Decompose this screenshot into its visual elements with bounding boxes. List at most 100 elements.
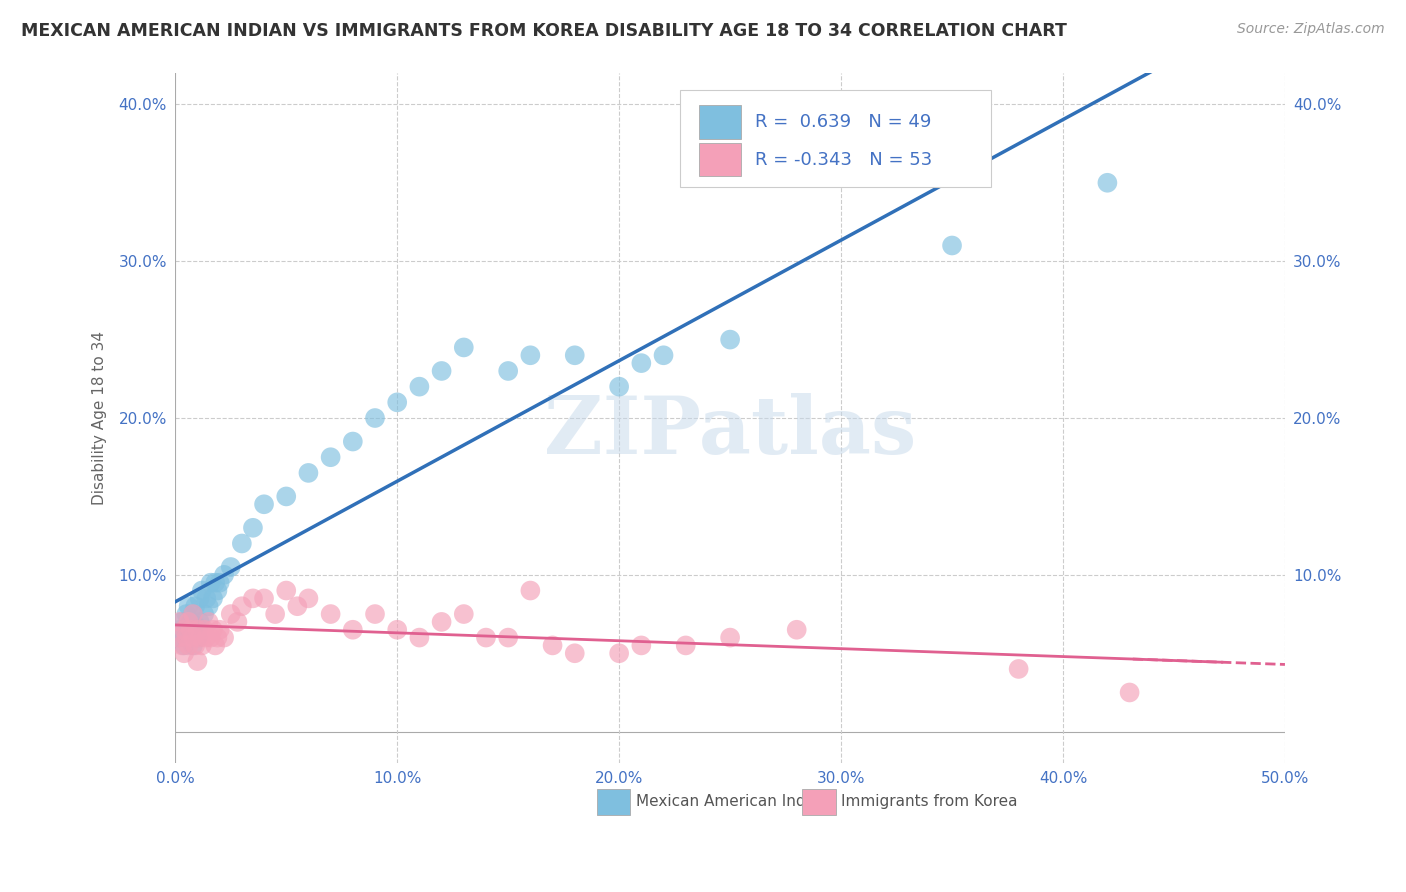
Text: MEXICAN AMERICAN INDIAN VS IMMIGRANTS FROM KOREA DISABILITY AGE 18 TO 34 CORRELA: MEXICAN AMERICAN INDIAN VS IMMIGRANTS FR… [21, 22, 1067, 40]
Point [253, 497, 276, 511]
Point [169, 615, 191, 629]
Point [364, 607, 387, 621]
Point [541, 639, 564, 653]
Point [564, 646, 586, 660]
Point [675, 639, 697, 653]
Point [201, 591, 224, 606]
Point [176, 631, 198, 645]
Point [607, 646, 630, 660]
Point [242, 591, 264, 606]
Text: Source: ZipAtlas.com: Source: ZipAtlas.com [1237, 22, 1385, 37]
Point [188, 631, 211, 645]
Point [186, 654, 208, 668]
Point [173, 646, 195, 660]
Point [201, 623, 224, 637]
Point [181, 631, 204, 645]
Point [177, 639, 200, 653]
Point [208, 623, 231, 637]
Point [564, 348, 586, 362]
Point [387, 623, 409, 637]
Point [188, 615, 211, 629]
FancyBboxPatch shape [681, 90, 991, 186]
Point [207, 583, 229, 598]
Y-axis label: Disability Age 18 to 34: Disability Age 18 to 34 [93, 331, 107, 505]
Point [176, 631, 198, 645]
Point [184, 599, 207, 614]
Point [195, 631, 218, 645]
Point [297, 591, 319, 606]
Point [941, 238, 963, 252]
Point [652, 348, 675, 362]
Point [200, 631, 222, 645]
Point [197, 599, 219, 614]
Text: R = -0.343   N = 53: R = -0.343 N = 53 [755, 151, 932, 169]
FancyBboxPatch shape [803, 789, 835, 814]
Point [193, 623, 215, 637]
Point [180, 623, 202, 637]
Point [195, 591, 218, 606]
Point [630, 639, 652, 653]
FancyBboxPatch shape [699, 144, 741, 177]
Point [786, 623, 808, 637]
Point [285, 599, 308, 614]
Text: Immigrants from Korea: Immigrants from Korea [841, 794, 1018, 809]
Point [519, 583, 541, 598]
Point [173, 639, 195, 653]
Point [173, 623, 195, 637]
Point [264, 607, 287, 621]
Point [208, 575, 231, 590]
Point [191, 583, 214, 598]
Point [193, 607, 215, 621]
Point [181, 607, 204, 621]
Point [453, 607, 475, 621]
Point [204, 575, 226, 590]
Point [200, 575, 222, 590]
Point [181, 607, 204, 621]
Point [181, 639, 204, 653]
Point [207, 631, 229, 645]
Point [231, 536, 253, 550]
Point [186, 631, 208, 645]
Point [276, 583, 298, 598]
Point [387, 395, 409, 409]
Point [212, 631, 235, 645]
Point [607, 379, 630, 393]
Point [297, 466, 319, 480]
Point [180, 623, 202, 637]
Point [166, 631, 188, 645]
Point [184, 618, 207, 632]
Point [718, 333, 741, 347]
Point [219, 560, 242, 574]
Point [253, 591, 276, 606]
Point [1118, 685, 1140, 699]
Point [197, 615, 219, 629]
Point [184, 639, 207, 653]
Point [430, 615, 453, 629]
FancyBboxPatch shape [699, 105, 741, 138]
Point [364, 411, 387, 425]
Point [204, 639, 226, 653]
Point [718, 631, 741, 645]
Point [180, 615, 202, 629]
Point [186, 623, 208, 637]
FancyBboxPatch shape [598, 789, 630, 814]
Point [408, 631, 430, 645]
Point [630, 356, 652, 370]
Point [342, 623, 364, 637]
Point [231, 599, 253, 614]
Point [177, 599, 200, 614]
Point [219, 607, 242, 621]
Point [170, 615, 193, 629]
Text: Mexican American Indians: Mexican American Indians [636, 794, 837, 809]
Point [212, 567, 235, 582]
Point [176, 607, 198, 621]
Text: ZIPatlas: ZIPatlas [544, 392, 917, 471]
Point [496, 364, 519, 378]
Point [475, 631, 498, 645]
Point [242, 521, 264, 535]
Text: R =  0.639   N = 49: R = 0.639 N = 49 [755, 113, 931, 131]
Point [453, 341, 475, 355]
Point [430, 364, 453, 378]
Point [188, 591, 211, 606]
Point [177, 615, 200, 629]
